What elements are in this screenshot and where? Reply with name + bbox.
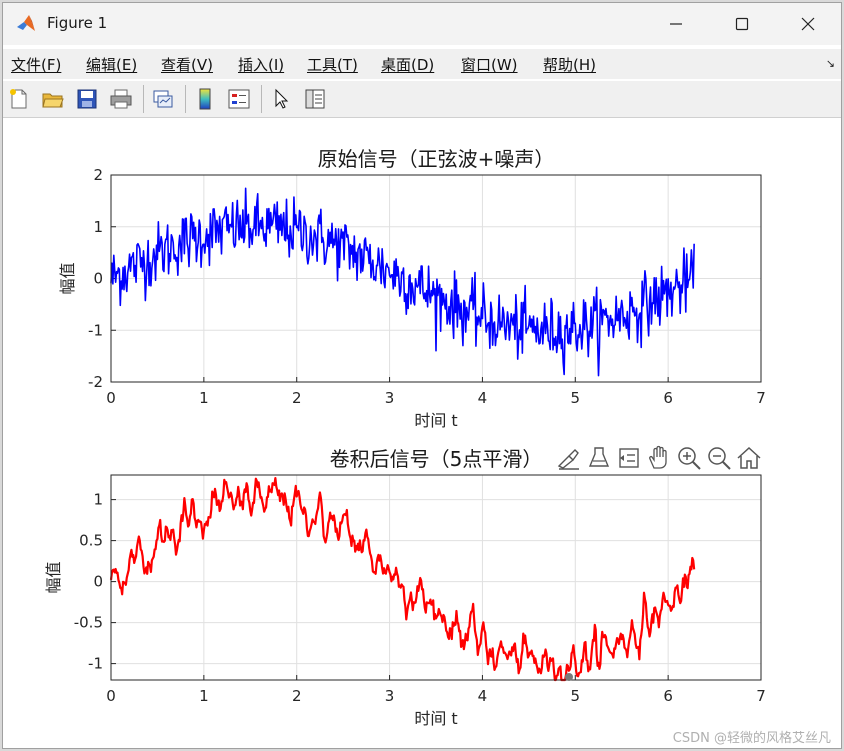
legend-icon[interactable] <box>227 87 251 111</box>
open-file-icon[interactable] <box>41 87 65 111</box>
axes-box <box>110 174 762 383</box>
x-tick-label: 1 <box>199 389 209 407</box>
menu-edit[interactable]: 编辑(E) <box>86 56 138 74</box>
toolbar-separator <box>143 85 144 113</box>
y-axis-label: 幅值 <box>44 561 63 593</box>
figure-toolbar <box>3 81 841 118</box>
y-tick-label: 0.5 <box>79 532 103 550</box>
save-icon[interactable] <box>75 87 99 111</box>
x-tick-label: 3 <box>385 389 395 407</box>
y-axis-label: 幅值 <box>58 262 77 294</box>
y-tick-label: -1 <box>88 655 103 673</box>
restore-view-icon[interactable] <box>615 444 643 472</box>
dock-arrow-icon[interactable]: ↘ <box>825 57 835 70</box>
chart-title: 卷积后信号（5点平滑） <box>330 447 543 471</box>
x-tick-label: 0 <box>106 389 116 407</box>
plot-area <box>111 475 761 680</box>
pan-icon[interactable] <box>645 444 673 472</box>
x-tick-label: 3 <box>385 687 395 705</box>
menu-view[interactable]: 查看(V) <box>161 56 213 74</box>
y-tick-label: -1 <box>88 321 103 339</box>
x-tick-label: 5 <box>571 389 581 407</box>
minimize-button[interactable] <box>643 3 709 45</box>
menu-window[interactable]: 窗口(W) <box>461 56 518 74</box>
x-tick-label: 2 <box>292 687 302 705</box>
noisy-signal-line <box>110 187 695 377</box>
data-tips-icon[interactable] <box>585 444 613 472</box>
menu-desktop[interactable]: 桌面(D) <box>381 56 435 74</box>
figure-canvas: 0 1 2 3 4 5 6 7 2 1 0 -1 -2 原始信号（正弦波+噪声） 时间 t 幅值 0 1 2 3 4 5 6… <box>3 118 841 748</box>
y-tick-label: 1 <box>93 491 103 509</box>
minimize-icon <box>670 23 682 25</box>
maximize-button[interactable] <box>709 3 775 45</box>
close-icon <box>801 17 815 31</box>
x-tick-label: 1 <box>199 687 209 705</box>
menu-tools[interactable]: 工具(T) <box>307 56 358 74</box>
close-button[interactable] <box>775 3 841 45</box>
x-tick-label: 7 <box>756 389 766 407</box>
watermark: CSDN @轻微的风格艾丝凡 <box>672 731 831 746</box>
y-tick-label: 1 <box>93 218 103 236</box>
x-axis-label: 时间 t <box>414 411 457 430</box>
link-plot-icon[interactable] <box>151 87 175 111</box>
zoom-out-icon[interactable] <box>705 444 733 472</box>
data-tip-marker <box>565 673 573 681</box>
x-tick-label: 2 <box>292 389 302 407</box>
brush-data-icon[interactable] <box>555 444 583 472</box>
axes-box <box>110 474 762 681</box>
print-icon[interactable] <box>109 87 133 111</box>
toolbar-separator <box>261 85 262 113</box>
edit-plot-icon[interactable] <box>269 87 293 111</box>
colorbar-icon[interactable] <box>193 87 217 111</box>
y-tick-label: -2 <box>88 373 103 391</box>
title-bar: Figure 1 <box>3 3 841 45</box>
x-axis-label: 时间 t <box>414 709 457 728</box>
y-tick-label: 0 <box>93 270 103 288</box>
smoothed-signal-line <box>109 477 696 682</box>
property-inspector-icon[interactable] <box>303 87 327 111</box>
menu-help[interactable]: 帮助(H) <box>543 56 596 74</box>
toolbar-separator <box>185 85 186 113</box>
home-icon[interactable] <box>735 444 763 472</box>
x-tick-label: 5 <box>571 687 581 705</box>
y-tick-label: 2 <box>93 166 103 184</box>
x-tick-label: 0 <box>106 687 116 705</box>
x-tick-label: 4 <box>478 687 488 705</box>
window-title: Figure 1 <box>47 14 108 32</box>
matlab-logo-icon <box>15 13 37 35</box>
y-tick-label: -0.5 <box>74 614 103 632</box>
menu-bar: 文件(F) 编辑(E) 查看(V) 插入(I) 工具(T) 桌面(D) 窗口(W… <box>3 49 841 79</box>
menu-file[interactable]: 文件(F) <box>11 56 62 74</box>
x-tick-label: 7 <box>756 687 766 705</box>
x-tick-label: 4 <box>478 389 488 407</box>
chart-title: 原始信号（正弦波+噪声） <box>318 147 555 171</box>
zoom-in-icon[interactable] <box>675 444 703 472</box>
x-tick-label: 6 <box>663 389 673 407</box>
y-tick-label: 0 <box>93 573 103 591</box>
maximize-icon <box>735 17 749 31</box>
menu-insert[interactable]: 插入(I) <box>238 56 285 74</box>
new-figure-icon[interactable] <box>7 87 31 111</box>
x-tick-label: 6 <box>663 687 673 705</box>
